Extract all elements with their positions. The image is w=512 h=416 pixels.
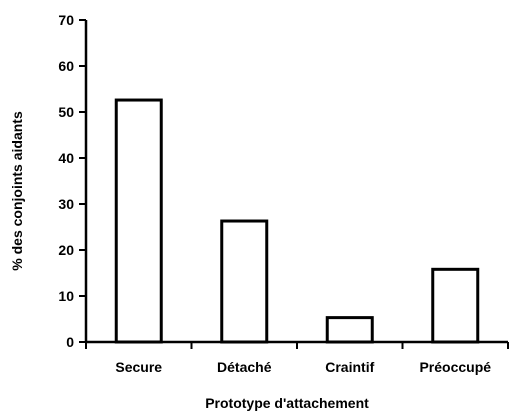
bar-craintif <box>325 316 374 344</box>
x-tick-label-secure: Secure <box>115 359 162 375</box>
y-tick-label-10: 10 <box>58 288 74 304</box>
y-tick-label-30: 30 <box>58 196 74 212</box>
y-tick-label-20: 20 <box>58 242 74 258</box>
y-axis-ticks: 0 10 20 30 40 50 60 70 <box>58 12 86 350</box>
bar-secure <box>114 98 163 344</box>
bars <box>114 98 480 344</box>
y-tick-label-60: 60 <box>58 58 74 74</box>
x-tick-label-preoccupe: Préoccupé <box>419 359 491 375</box>
y-tick-label-50: 50 <box>58 104 74 120</box>
y-axis-title: % des conjoints aidants <box>9 111 25 271</box>
y-tick-label-0: 0 <box>66 334 74 350</box>
bar-detache <box>220 219 269 344</box>
x-tick-label-detache: Détaché <box>217 359 272 375</box>
x-axis-ticks: Secure Détaché Craintif Préoccupé <box>85 342 509 375</box>
bar-preoccupe <box>431 267 480 344</box>
x-tick-label-craintif: Craintif <box>325 359 374 375</box>
y-tick-label-70: 70 <box>58 12 74 28</box>
y-tick-label-40: 40 <box>58 150 74 166</box>
x-axis-title: Prototype d'attachement <box>205 395 369 411</box>
